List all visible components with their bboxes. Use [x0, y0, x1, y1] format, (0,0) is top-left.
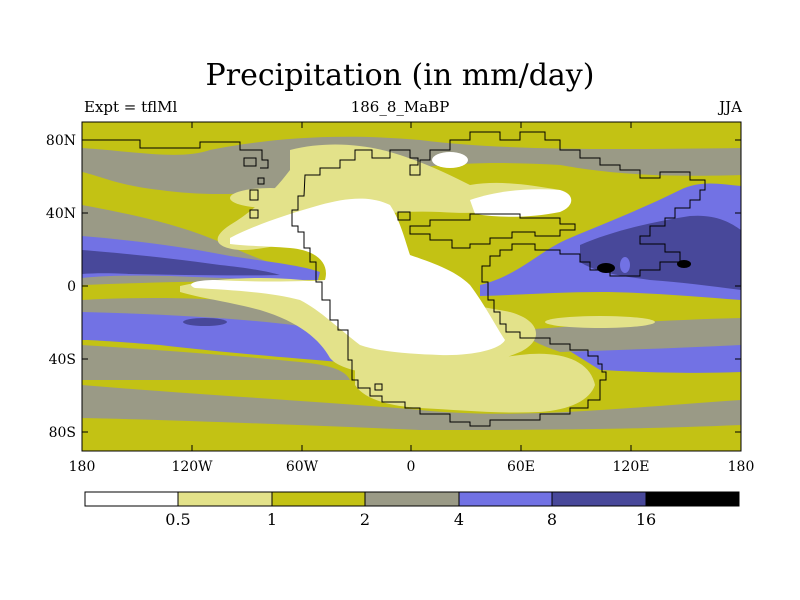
field-grey-south-mid [82, 345, 350, 380]
experiment-label: Expt = tflMl [84, 98, 178, 116]
colorbar-box-2 [177, 491, 273, 507]
colorbar [84, 491, 740, 507]
colorbar-label-8: 8 [547, 510, 557, 529]
coastline-north-arc [82, 139, 269, 169]
coastline-island-2 [249, 189, 259, 201]
coastline-inner-sea [409, 213, 576, 249]
colorbar-label-1: 1 [267, 510, 277, 529]
lat-label-40s: 40S [49, 352, 76, 368]
colorbar-label-16: 16 [636, 510, 656, 529]
colorbar-label-2: 2 [360, 510, 370, 529]
field-max-spot-1 [597, 263, 615, 273]
colorbar-box-4 [364, 491, 460, 507]
field-light-east [545, 316, 655, 328]
colorbar-box-7 [645, 491, 740, 507]
field-dark-itcz-west [82, 250, 280, 276]
coastline-island-4 [397, 211, 411, 221]
season-label: JJA [719, 98, 742, 116]
field-light-south-continent [355, 353, 595, 413]
field-dark-south-spot [183, 318, 227, 326]
field-white-interior [191, 198, 505, 356]
precipitation-field [82, 122, 741, 451]
field-dark-monsoon [580, 215, 741, 290]
lon-label-180w: 180 [69, 459, 96, 475]
lat-label-40n: 40N [46, 206, 76, 222]
field-grey-southern-ocean [82, 385, 741, 430]
colorbar-box-1 [84, 491, 179, 507]
lon-label-120w: 120W [171, 459, 213, 475]
lat-label-0: 0 [67, 279, 76, 295]
lon-label-60e: 60E [507, 459, 535, 475]
lat-label-80n: 80N [46, 133, 76, 149]
axis-ticks [81, 122, 741, 451]
colorbar-label-0.5: 0.5 [165, 510, 190, 529]
field-white-small [432, 152, 468, 168]
field-max-spot-2 [677, 260, 691, 268]
field-white-ne [470, 189, 572, 217]
coastline-island-1 [243, 157, 257, 167]
coastline-island-6 [374, 383, 383, 391]
coastline-pangaea [291, 131, 706, 427]
plot-title: Precipitation (in mm/day) [205, 58, 595, 93]
field-light-spot [620, 257, 630, 273]
colorbar-label-4: 4 [454, 510, 464, 529]
coastline-island-5 [257, 177, 265, 185]
colorbar-box-6 [551, 491, 647, 507]
colorbar-box-5 [458, 491, 553, 507]
lon-label-120e: 120E [613, 459, 650, 475]
lat-label-80s: 80S [49, 425, 76, 441]
field-blue-south-west [82, 312, 341, 362]
coastlines [82, 131, 706, 427]
colorbar-box-3 [271, 491, 366, 507]
age-label: 186_8_MaBP [350, 98, 450, 116]
coastline-island-3 [249, 209, 259, 219]
lon-label-180e: 180 [728, 459, 755, 475]
lon-label-60w: 60W [286, 459, 319, 475]
lon-label-0: 0 [407, 459, 416, 475]
